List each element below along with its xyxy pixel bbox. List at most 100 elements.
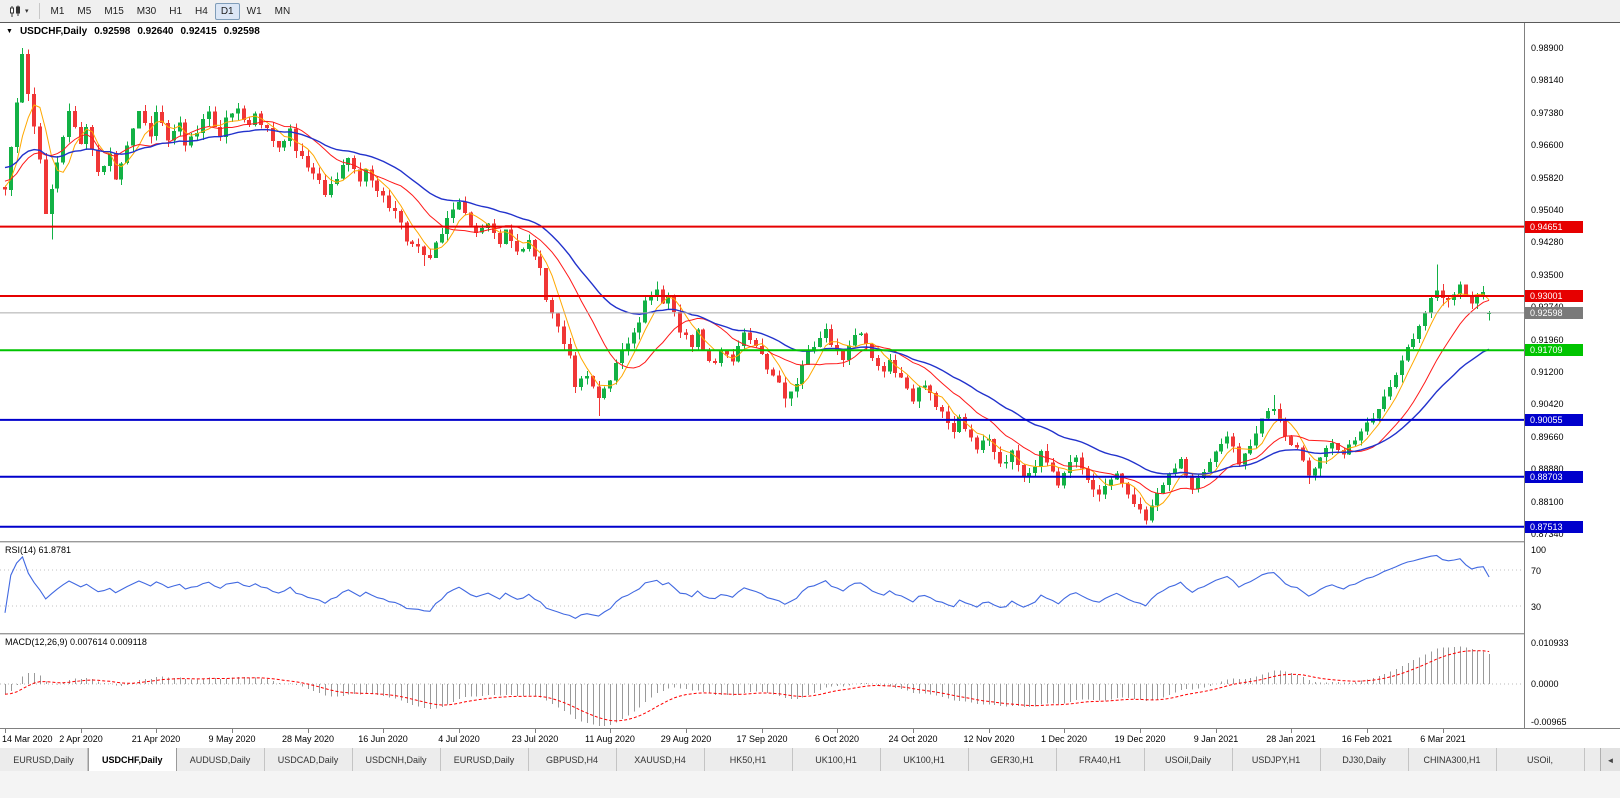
candlestick-chart-icon (9, 5, 24, 18)
chart-tab-active[interactable]: USDCHF,Daily (88, 748, 177, 771)
panel-resize-handle[interactable] (0, 633, 1620, 635)
time-tick (989, 729, 990, 733)
level-price-badge: 0.88703 (1525, 470, 1583, 483)
chart-tab[interactable]: UK100,H1 (792, 748, 881, 771)
chart-workspace: ▼ USDCHF,Daily 0.92598 0.92640 0.92415 0… (0, 22, 1620, 748)
price-scale-label: 0.88100 (1531, 496, 1564, 507)
time-scale-label: 28 Jan 2021 (1266, 734, 1316, 744)
chart-tab[interactable]: GER30,H1 (968, 748, 1057, 771)
candlestick-layer (3, 48, 1491, 525)
tab-scroll-left-button[interactable]: ◄ (1600, 748, 1620, 771)
time-scale-label: 16 Jun 2020 (358, 734, 408, 744)
level-price-badge: 0.94651 (1525, 220, 1583, 233)
chart-tab[interactable]: CHINA300,H1 (1408, 748, 1497, 771)
price-chart-panel[interactable]: ▼ USDCHF,Daily 0.92598 0.92640 0.92415 0… (0, 23, 1524, 541)
time-tick (762, 729, 763, 733)
macd-histogram (5, 646, 1490, 727)
rsi-indicator-panel[interactable]: RSI(14) 61.8781 (0, 543, 1524, 633)
macd-signal-line (4, 650, 1490, 722)
time-scale-label: 12 Nov 2020 (963, 734, 1015, 744)
ohlc-close: 0.92598 (223, 26, 260, 37)
price-scale-label: 0.94280 (1531, 237, 1564, 248)
chart-tab[interactable]: EURUSD,Daily (0, 748, 88, 771)
ohlc-high: 0.92640 (137, 26, 174, 37)
timeframe-button-h1[interactable]: H1 (169, 5, 183, 17)
time-tick (1216, 729, 1217, 733)
rsi-scale-label: 70 (1531, 566, 1542, 576)
macd-scale-label: -0.00965 (1531, 717, 1567, 727)
time-scale-label: 6 Oct 2020 (814, 734, 860, 744)
time-scale-label: 14 Mar 2020 (2, 734, 53, 744)
chart-tab[interactable]: DJ30,Daily (1320, 748, 1409, 771)
rsi-scale-label: 30 (1531, 602, 1542, 612)
bid-price-badge: 0.92598 (1525, 306, 1583, 319)
time-tick (1064, 729, 1065, 733)
chart-tab[interactable]: USDCNH,Daily (352, 748, 441, 771)
ohlc-open: 0.92598 (94, 26, 131, 37)
chart-header: ▼ USDCHF,Daily 0.92598 0.92640 0.92415 0… (6, 26, 260, 37)
ohlc-low: 0.92415 (180, 26, 217, 37)
macd-scale-label: 0.0000 (1531, 679, 1559, 690)
chart-tab[interactable]: FRA40,H1 (1056, 748, 1145, 771)
time-tick (81, 729, 82, 733)
candlestick-chart[interactable] (0, 23, 1524, 541)
price-scale-label: 0.88880 (1531, 464, 1564, 475)
time-tick (837, 729, 838, 733)
toolbar-separator (38, 3, 40, 19)
chart-tab[interactable]: GBPUSD,H4 (528, 748, 617, 771)
panel-resize-handle[interactable] (0, 541, 1620, 543)
level-price-badge: 0.90055 (1525, 413, 1583, 426)
time-scale-label: 21 Apr 2020 (131, 734, 181, 744)
price-scale-label: 0.89660 (1531, 431, 1564, 442)
time-tick (535, 729, 536, 733)
time-scale-label: 1 Dec 2020 (1040, 734, 1088, 744)
chart-type-dropdown[interactable]: ▾ (4, 2, 34, 21)
time-tick (1140, 729, 1141, 733)
time-tick (686, 729, 687, 733)
macd-chart[interactable] (0, 635, 1524, 728)
timeframe-button-m15[interactable]: M15 (104, 5, 124, 17)
time-tick (156, 729, 157, 733)
chart-tab[interactable]: EURUSD,Daily (440, 748, 529, 771)
macd-indicator-panel[interactable]: MACD(12,26,9) 0.007614 0.009118 (0, 635, 1524, 728)
chart-tab[interactable]: AUDUSD,Daily (176, 748, 265, 771)
time-tick (308, 729, 309, 733)
price-scale-label: 0.91960 (1531, 334, 1564, 345)
timeframe-buttons-group: M1 M5 M15 M30 H1 H4 D1 W1 MN (45, 2, 297, 20)
chart-tab[interactable]: UK100,H1 (880, 748, 969, 771)
timeframe-button-mn[interactable]: MN (274, 5, 291, 17)
time-scale-label: 6 Mar 2021 (1420, 734, 1466, 744)
timeframe-button-m1[interactable]: M1 (50, 5, 65, 17)
timeframe-button-m30[interactable]: M30 (136, 5, 157, 17)
timeframe-button-d1[interactable]: D1 (214, 2, 240, 20)
moving-average-30 (4, 128, 1490, 475)
timeframe-button-h4[interactable]: H4 (195, 5, 208, 17)
price-scale-label: 0.98140 (1531, 75, 1564, 86)
chart-tab[interactable]: USOil,Daily (1144, 748, 1233, 771)
macd-label: MACD(12,26,9) 0.007614 0.009118 (5, 637, 147, 647)
time-tick (459, 729, 460, 733)
rsi-chart[interactable] (0, 543, 1524, 633)
time-scale-label: 24 Oct 2020 (888, 734, 938, 744)
timeframe-button-m5[interactable]: M5 (77, 5, 92, 17)
collapse-icon[interactable]: ▼ (6, 28, 13, 35)
rsi-label: RSI(14) 61.8781 (5, 545, 72, 555)
chart-tab[interactable]: USDJPY,H1 (1232, 748, 1321, 771)
chart-tab[interactable]: USDCAD,Daily (264, 748, 353, 771)
timeframe-toolbar: ▾ M1 M5 M15 M30 H1 H4 D1 W1 MN (0, 0, 1620, 22)
time-scale-label: 4 Jul 2020 (438, 734, 480, 744)
time-tick (232, 729, 233, 733)
time-scale-label: 2 Apr 2020 (59, 734, 103, 744)
chart-tab[interactable]: XAUUSD,H4 (616, 748, 705, 771)
level-price-badge: 0.87513 (1525, 520, 1583, 533)
price-scale[interactable]: 0.98900 0.98140 0.97380 0.96600 0.95820 0.950… (1524, 23, 1620, 728)
chart-tab[interactable]: HK50,H1 (704, 748, 793, 771)
time-tick (1291, 729, 1292, 733)
time-tick (913, 729, 914, 733)
time-tick (5, 729, 6, 733)
macd-scale-label: 0.010933 (1531, 638, 1569, 648)
chevron-down-icon: ▾ (25, 8, 29, 15)
time-scale[interactable]: 14 Mar 2020 2 Apr 2020 21 Apr 2020 9 May 20… (0, 728, 1620, 748)
chart-tab[interactable]: USOil, (1496, 748, 1585, 771)
timeframe-button-w1[interactable]: W1 (246, 5, 262, 17)
